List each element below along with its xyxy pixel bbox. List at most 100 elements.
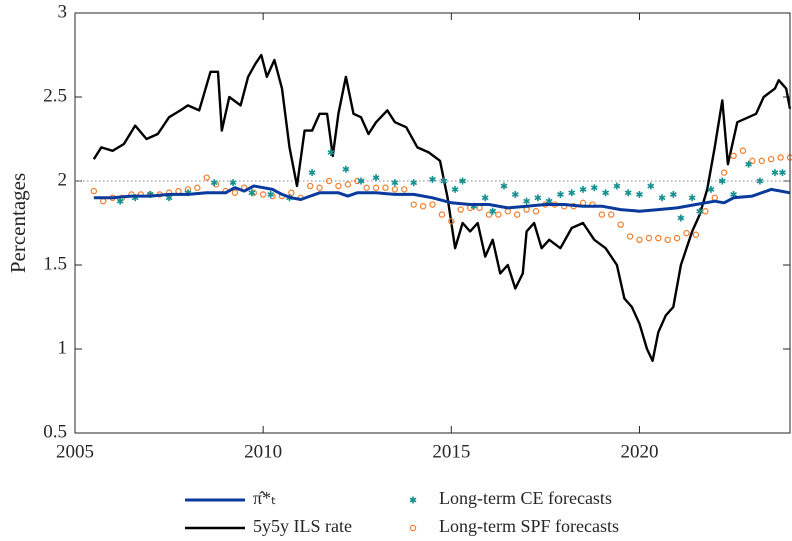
spf-marker: [429, 201, 436, 208]
ce-marker: [489, 207, 497, 215]
x-tick-label: 2015: [432, 441, 470, 462]
ce-marker: [342, 165, 350, 173]
spf-marker: [344, 181, 352, 188]
legend-label: Long-term SPF forecasts: [439, 516, 619, 536]
spf-marker: [391, 186, 399, 193]
ce-marker: [429, 175, 436, 183]
spf-marker: [664, 236, 671, 243]
ce-marker: [613, 182, 621, 190]
x-tick-label: 2005: [56, 441, 94, 462]
y-tick-label: 1: [58, 337, 68, 358]
legend-label: 5y5y ILS rate: [253, 516, 352, 536]
ce-marker: [707, 185, 715, 193]
y-axis-label: Percentages: [6, 173, 30, 273]
spf-marker: [655, 234, 662, 242]
spf-marker: [683, 229, 690, 237]
ce-marker: [568, 189, 576, 197]
spf-marker: [485, 211, 493, 218]
spf-marker: [194, 184, 201, 191]
legend-label: π̂*ₜ: [253, 488, 276, 508]
spf-marker: [259, 191, 267, 198]
spf-marker: [335, 182, 342, 190]
ce-marker: [267, 190, 275, 198]
legend-label: Long-term CE forecasts: [439, 488, 612, 508]
ce-marker: [579, 185, 587, 193]
ce-marker: [756, 177, 764, 185]
spf-marker: [702, 208, 709, 215]
spf-marker: [438, 211, 446, 218]
ce-marker: [210, 179, 218, 187]
ce-marker: [590, 184, 598, 192]
ce-marker: [511, 190, 519, 198]
spf-marker: [410, 201, 417, 208]
y-tick-label: 2: [58, 169, 68, 190]
ce-marker: [459, 177, 467, 185]
ce-marker: [308, 169, 316, 177]
x-tick-label: 2010: [244, 441, 282, 462]
ce-marker: [451, 185, 459, 193]
spf-marker: [372, 184, 380, 191]
spf-marker: [401, 186, 408, 193]
ce-marker: [688, 194, 696, 202]
plot-frame: [74, 12, 791, 434]
legend-marker: [409, 524, 417, 532]
spf-marker: [673, 234, 681, 242]
spf-marker: [636, 236, 643, 243]
ce-marker: [636, 190, 643, 198]
ce-marker: [557, 190, 564, 198]
spf-marker: [767, 155, 775, 163]
spf-marker: [306, 182, 314, 190]
ce-marker: [440, 177, 448, 185]
spf-marker: [692, 231, 700, 238]
ce-marker: [624, 189, 632, 197]
ce-marker: [116, 197, 124, 205]
spf-marker: [448, 218, 455, 225]
spf-marker: [626, 233, 634, 240]
spf-marker: [617, 221, 624, 228]
spf-marker: [608, 211, 615, 218]
x-tick-label: 2020: [620, 441, 658, 462]
spf-marker: [203, 174, 210, 181]
series-line: [93, 184, 791, 213]
spf-marker: [749, 157, 756, 165]
ce-marker: [534, 194, 542, 202]
ce-marker: [658, 194, 666, 202]
ce-marker: [391, 179, 399, 187]
ce-marker: [229, 179, 237, 187]
spf-marker: [720, 169, 728, 176]
spf-marker: [90, 187, 98, 195]
spf-marker: [457, 206, 464, 213]
spf-marker: [316, 184, 323, 191]
ce-marker: [481, 194, 489, 202]
spf-marker: [777, 154, 784, 161]
ce-marker: [669, 190, 677, 198]
spf-marker: [363, 184, 370, 191]
ce-marker: [602, 189, 610, 197]
spf-marker: [645, 234, 653, 242]
spf-marker: [598, 211, 606, 218]
spf-marker: [325, 177, 333, 185]
ce-marker: [696, 207, 704, 215]
series-line: [92, 53, 792, 362]
spf-marker: [513, 211, 521, 218]
y-tick-label: 3: [58, 1, 68, 22]
ce-marker: [745, 160, 753, 168]
spf-marker: [419, 202, 427, 210]
ce-marker: [372, 174, 380, 182]
ce-marker: [647, 182, 655, 190]
spf-marker: [532, 208, 540, 215]
ce-marker: [771, 169, 779, 177]
ce-marker: [410, 179, 418, 187]
ce-marker: [523, 197, 531, 205]
legend-marker: [409, 496, 417, 504]
spf-marker: [231, 189, 239, 196]
ce-marker: [677, 214, 685, 222]
ce-marker: [718, 177, 726, 185]
ce-marker: [357, 177, 365, 185]
y-tick-label: 2.5: [43, 85, 67, 106]
y-tick-label: 0.5: [43, 421, 67, 442]
spf-marker: [739, 147, 747, 154]
ce-marker: [327, 148, 335, 156]
